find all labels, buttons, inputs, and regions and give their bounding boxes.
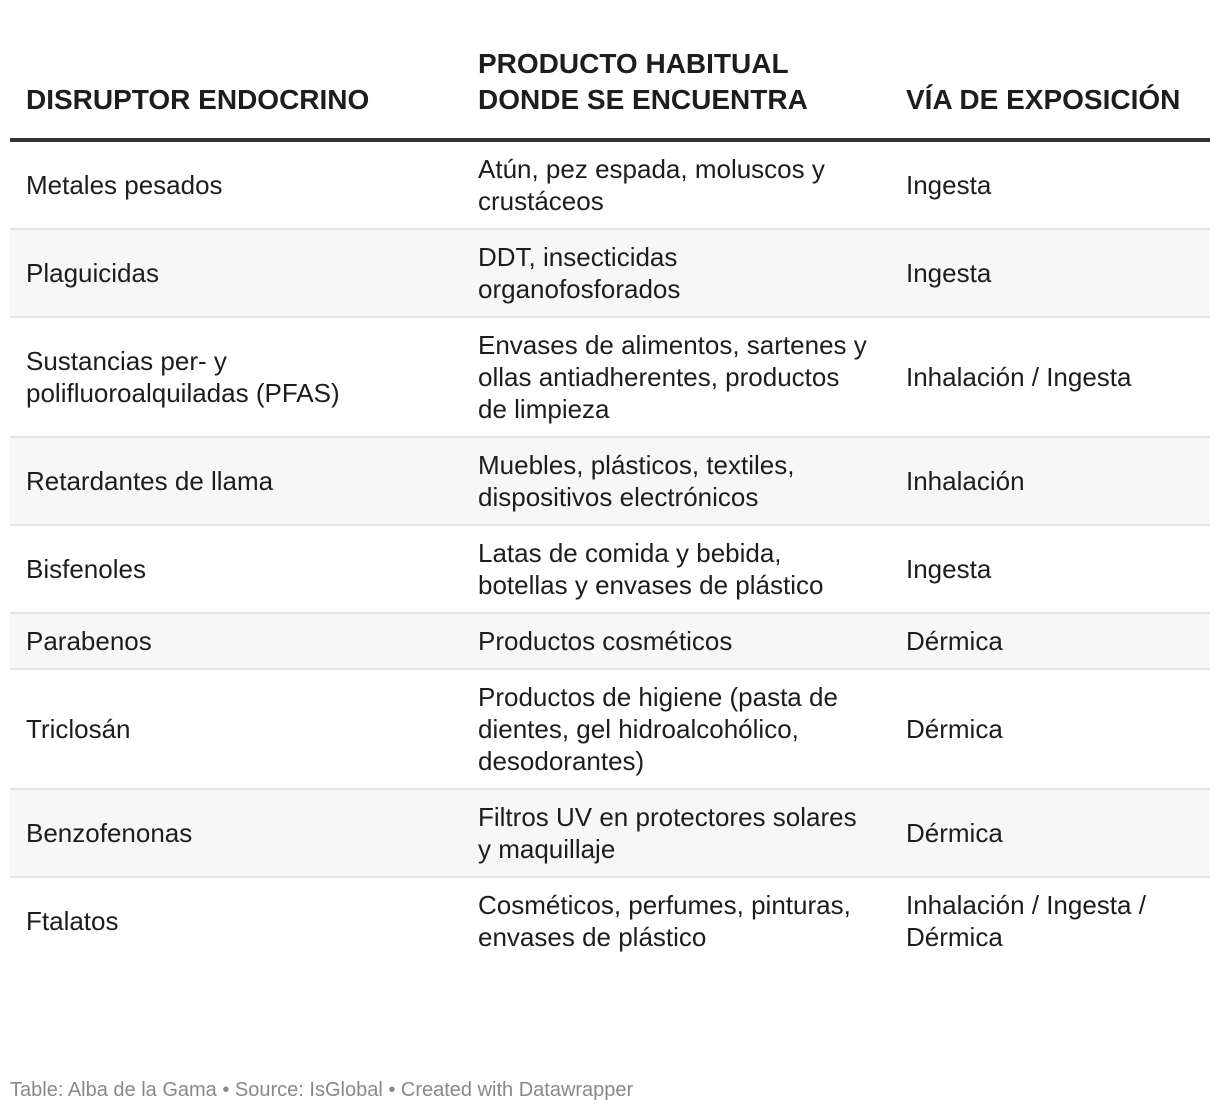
cell-disruptor: Metales pesados (10, 140, 462, 230)
cell-producto: Latas de comida y bebida, botellas y env… (462, 525, 890, 614)
table-row: Triclosán Productos de higiene (pasta de… (10, 669, 1210, 790)
table-row: Metales pesados Atún, pez espada, molusc… (10, 140, 1210, 230)
cell-producto: Muebles, plásticos, textiles, dispositiv… (462, 437, 890, 526)
cell-disruptor: Ftalatos (26, 906, 119, 936)
cell-disruptor: Triclosán (10, 669, 462, 790)
cell-disruptor: Sustancias per- y polifluoroalquiladas (… (10, 317, 462, 438)
cell-disruptor: Retardantes de llama (10, 437, 462, 526)
cell-via: Inhalación (890, 437, 1210, 526)
table-row: Benzofenonas Filtros UV en protectores s… (10, 789, 1210, 878)
column-header-via[interactable]: VÍA DE EXPOSICIÓN (890, 40, 1210, 142)
table-row: Plaguicidas DDT, insecticidas organofosf… (10, 229, 1210, 318)
cell-producto: Atún, pez espada, moluscos y crustáceos (462, 140, 890, 230)
cell-via: Inhalación / Ingesta (890, 317, 1210, 438)
cell-via: Dérmica (890, 669, 1210, 790)
cell-producto: Productos cosméticos (462, 613, 890, 670)
cell-via: Ingesta (890, 229, 1210, 318)
cell-via: Dérmica (890, 613, 1210, 670)
data-table: DISRUPTOR ENDOCRINO PRODUCTO HABITUAL DO… (10, 40, 1210, 964)
cell-disruptor: Parabenos (10, 613, 462, 670)
cell-producto: DDT, insecticidas organofosforados (462, 229, 890, 318)
cell-producto: Cosméticos, perfumes, pinturas, envases … (478, 890, 851, 952)
cell-producto: Envases de alimentos, sartenes y ollas a… (462, 317, 890, 438)
table-row: Sustancias per- y polifluoroalquiladas (… (10, 317, 1210, 438)
cell-via: Inhalación / Ingesta / Dérmica (906, 890, 1146, 952)
table-row: Bisfenoles Latas de comida y bebida, bot… (10, 525, 1210, 614)
table-body: Metales pesados Atún, pez espada, molusc… (10, 140, 1210, 964)
cell-disruptor: Benzofenonas (10, 789, 462, 878)
table-row: Parabenos Productos cosméticos Dérmica (10, 613, 1210, 670)
column-header-disruptor[interactable]: DISRUPTOR ENDOCRINO (10, 40, 462, 142)
cell-producto: Productos de higiene (pasta de dientes, … (462, 669, 890, 790)
cell-via: Dérmica (890, 789, 1210, 878)
cell-producto: Filtros UV en protectores solares y maqu… (462, 789, 890, 878)
header-row: DISRUPTOR ENDOCRINO PRODUCTO HABITUAL DO… (10, 40, 1210, 142)
table-row: Ftalatos Cosméticos, perfumes, pinturas,… (10, 877, 1210, 964)
cell-via: Ingesta (890, 525, 1210, 614)
cell-disruptor: Plaguicidas (10, 229, 462, 318)
column-header-producto[interactable]: PRODUCTO HABITUAL DONDE SE ENCUENTRA (462, 40, 890, 142)
table-header: DISRUPTOR ENDOCRINO PRODUCTO HABITUAL DO… (10, 40, 1210, 142)
table-footer-credits: Table: Alba de la Gama • Source: IsGloba… (10, 1079, 634, 1101)
cell-disruptor: Bisfenoles (10, 525, 462, 614)
cell-via: Ingesta (890, 140, 1210, 230)
table-row: Retardantes de llama Muebles, plásticos,… (10, 437, 1210, 526)
